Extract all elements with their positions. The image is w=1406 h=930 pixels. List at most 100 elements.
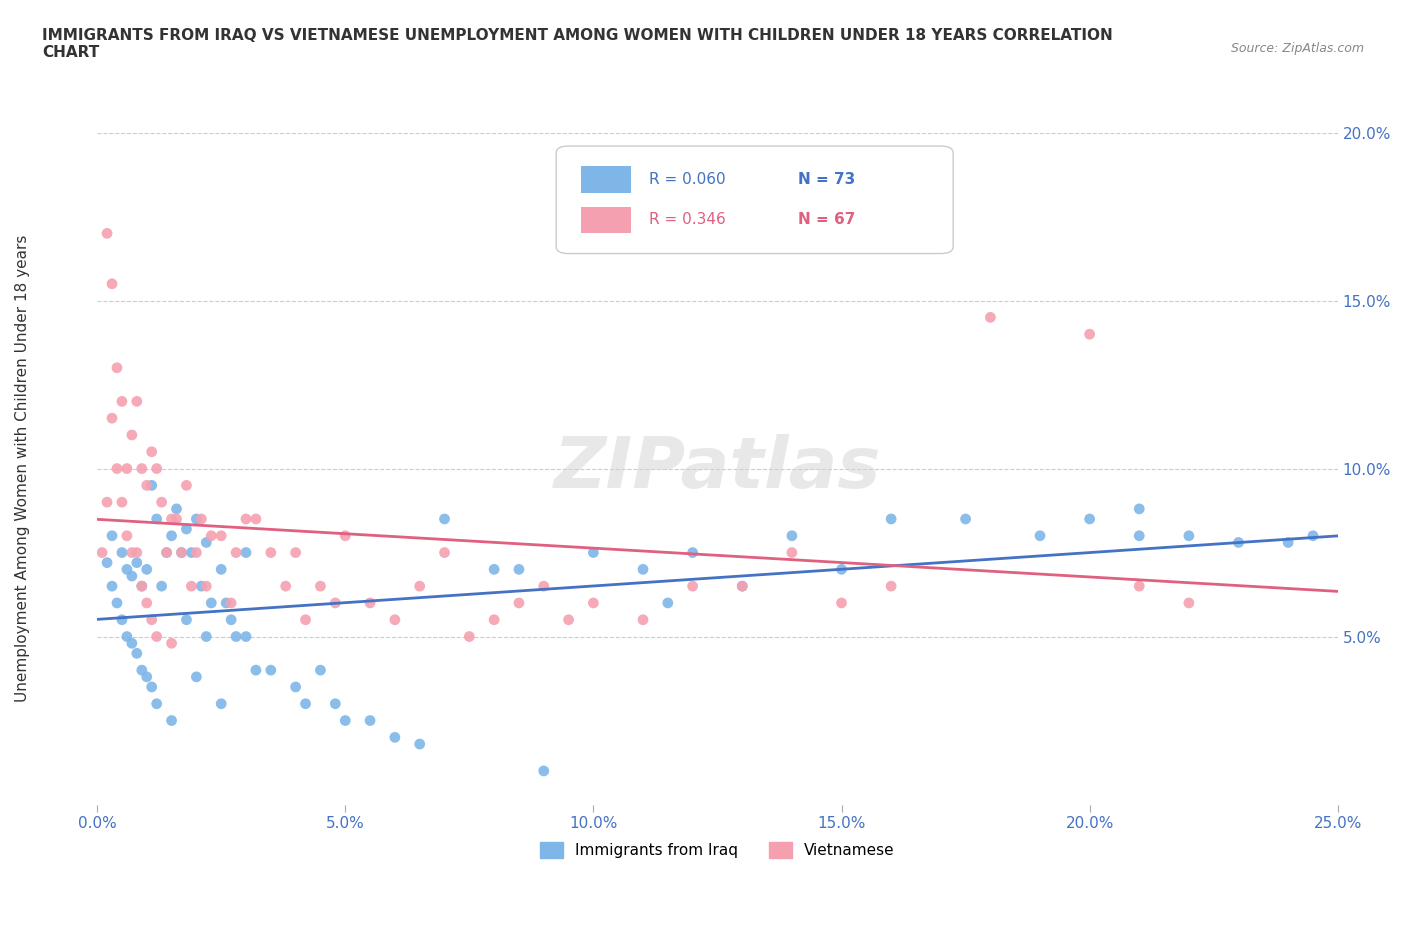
Point: [125, 555, 148, 570]
Point: [831, 595, 853, 610]
Point: [115, 528, 138, 543]
Point: [111, 495, 134, 510]
Point: [335, 713, 357, 728]
Point: [101, 276, 124, 291]
Point: [433, 545, 456, 560]
Point: [260, 545, 283, 560]
Point: [131, 461, 153, 476]
Point: [101, 411, 124, 426]
Point: [145, 697, 167, 711]
Point: [274, 578, 297, 593]
Point: [1227, 535, 1250, 550]
Point: [115, 562, 138, 577]
Point: [166, 501, 188, 516]
Point: [145, 629, 167, 644]
Y-axis label: Unemployment Among Women with Children Under 18 years: Unemployment Among Women with Children U…: [15, 235, 30, 702]
Point: [135, 562, 157, 577]
Point: [631, 562, 654, 577]
Point: [780, 545, 803, 560]
Point: [731, 578, 754, 593]
Point: [225, 629, 247, 644]
Point: [131, 578, 153, 593]
Point: [682, 578, 704, 593]
Point: [141, 680, 163, 695]
Point: [91, 545, 114, 560]
Point: [111, 612, 134, 627]
Point: [209, 697, 232, 711]
Point: [170, 545, 193, 560]
Point: [176, 522, 198, 537]
Point: [186, 545, 208, 560]
Point: [323, 697, 346, 711]
Point: [209, 562, 232, 577]
Point: [433, 512, 456, 526]
Point: [780, 528, 803, 543]
Point: [409, 578, 432, 593]
Point: [141, 445, 163, 459]
Point: [131, 578, 153, 593]
Point: [284, 680, 307, 695]
Point: [245, 512, 267, 526]
Point: [831, 562, 853, 577]
Point: [482, 612, 505, 627]
Point: [135, 670, 157, 684]
Point: [1277, 535, 1299, 550]
Point: [225, 545, 247, 560]
Point: [190, 578, 212, 593]
Point: [1128, 528, 1150, 543]
Point: [186, 512, 208, 526]
Point: [125, 394, 148, 409]
Text: R = 0.346: R = 0.346: [650, 212, 725, 228]
Point: [1178, 528, 1201, 543]
Point: [145, 512, 167, 526]
Point: [105, 595, 128, 610]
Text: R = 0.060: R = 0.060: [650, 172, 725, 187]
Point: [141, 478, 163, 493]
Point: [359, 713, 381, 728]
Point: [1078, 326, 1101, 341]
Point: [125, 646, 148, 661]
Point: [409, 737, 432, 751]
Point: [96, 555, 118, 570]
Point: [235, 629, 257, 644]
Point: [166, 512, 188, 526]
Point: [731, 578, 754, 593]
Point: [359, 595, 381, 610]
Point: [115, 461, 138, 476]
Point: [245, 663, 267, 678]
Text: N = 73: N = 73: [799, 172, 855, 187]
Point: [209, 528, 232, 543]
Point: [155, 545, 177, 560]
Point: [195, 535, 218, 550]
Point: [141, 612, 163, 627]
Point: [176, 612, 198, 627]
Point: [121, 428, 143, 443]
Point: [260, 663, 283, 678]
Point: [1178, 595, 1201, 610]
Point: [186, 670, 208, 684]
Point: [219, 612, 242, 627]
Point: [294, 612, 316, 627]
Point: [482, 562, 505, 577]
FancyBboxPatch shape: [557, 146, 953, 254]
Point: [160, 636, 183, 651]
Point: [215, 595, 238, 610]
Point: [1029, 528, 1052, 543]
Point: [682, 545, 704, 560]
Point: [309, 663, 332, 678]
Point: [631, 612, 654, 627]
Point: [105, 461, 128, 476]
Point: [135, 478, 157, 493]
Point: [955, 512, 977, 526]
Point: [170, 545, 193, 560]
Legend: Immigrants from Iraq, Vietnamese: Immigrants from Iraq, Vietnamese: [534, 836, 901, 864]
Point: [1128, 578, 1150, 593]
Point: [195, 578, 218, 593]
Point: [195, 629, 218, 644]
Point: [880, 512, 903, 526]
Point: [508, 595, 530, 610]
Point: [135, 595, 157, 610]
Point: [96, 226, 118, 241]
Point: [657, 595, 679, 610]
Point: [115, 629, 138, 644]
